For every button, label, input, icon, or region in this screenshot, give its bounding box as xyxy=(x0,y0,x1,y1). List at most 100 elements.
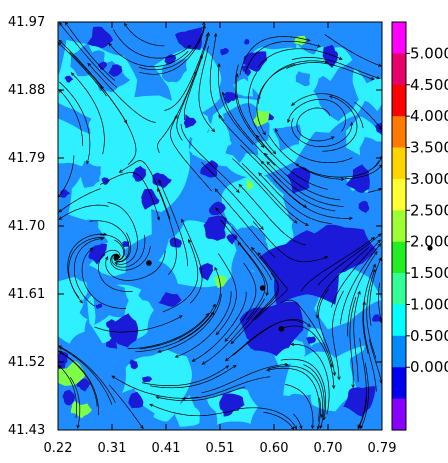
streamline xyxy=(58,345,116,403)
streamline xyxy=(280,299,333,368)
x-tick-label: 0.79 xyxy=(368,441,397,456)
streamline-arrowhead xyxy=(174,114,178,119)
streamline-arrowhead xyxy=(274,128,279,133)
streamline xyxy=(202,298,265,365)
streamline xyxy=(89,220,130,262)
colorbar-label: 1.500 xyxy=(410,264,448,282)
field-patch xyxy=(79,160,102,188)
colorbar-segment xyxy=(392,398,406,431)
streamline-arrowhead xyxy=(124,22,128,27)
streamline xyxy=(322,95,358,152)
streamline xyxy=(108,384,144,429)
streamline xyxy=(156,386,246,402)
streamline xyxy=(363,301,377,392)
colorbar-segment xyxy=(392,273,406,306)
dark-speck xyxy=(208,201,226,216)
streamline-arrowhead xyxy=(205,33,209,37)
streamline xyxy=(58,351,98,407)
dark-speck xyxy=(105,336,118,349)
field-patch xyxy=(138,283,161,303)
dark-speck xyxy=(122,241,130,248)
colorbar-label: 0.500 xyxy=(410,327,448,345)
streamline-arrowhead xyxy=(377,239,381,244)
streamline-arrowhead xyxy=(331,385,336,390)
streamline-arrowhead xyxy=(260,226,264,231)
streamline xyxy=(369,339,382,384)
x-tick-label: 0.31 xyxy=(98,441,127,456)
streamline xyxy=(360,362,369,429)
streamline xyxy=(239,144,307,208)
cyan-region xyxy=(68,164,152,255)
streamline xyxy=(218,115,282,182)
streamline-arrowhead xyxy=(191,358,196,362)
streamline-arrowhead xyxy=(370,77,375,81)
streamline-arrowhead xyxy=(260,144,265,149)
colorbar-segment xyxy=(392,367,406,400)
streamline-arrowhead xyxy=(235,189,240,193)
streamline xyxy=(105,250,166,281)
streamline xyxy=(70,377,81,429)
streamline xyxy=(258,172,332,224)
colorbar-label: 2.000 xyxy=(410,233,448,251)
station-dot xyxy=(146,260,152,266)
streamline xyxy=(266,161,344,207)
streamline-arrowhead xyxy=(211,128,216,133)
colorbar-segment xyxy=(392,147,406,180)
streamline-arrowhead xyxy=(238,183,243,188)
streamline-arrowhead xyxy=(290,102,295,106)
x-tick-label: 0.51 xyxy=(206,441,235,456)
field-patch xyxy=(259,209,294,250)
station-dot xyxy=(278,326,285,332)
station-dot xyxy=(259,285,266,291)
field-patch xyxy=(128,116,175,169)
dark-speck xyxy=(220,47,230,56)
streamline-arrowhead xyxy=(103,232,108,236)
dark-region xyxy=(346,164,370,193)
colorbar-segment xyxy=(392,53,406,86)
streamline xyxy=(201,162,264,230)
streamline xyxy=(225,319,304,361)
streamline xyxy=(58,188,101,213)
colorbar-label: 0.000 xyxy=(410,358,448,376)
streamline-arrowhead xyxy=(212,303,216,308)
streamline xyxy=(59,347,113,405)
streamline xyxy=(179,267,221,341)
streamline-arrowhead xyxy=(340,177,345,181)
streamline xyxy=(58,42,107,97)
streamline-arrowhead xyxy=(225,365,230,369)
dark-speck xyxy=(323,244,334,258)
streamline-arrowhead xyxy=(266,368,271,372)
colorbar-label: 3.000 xyxy=(410,170,448,188)
streamline xyxy=(296,107,335,142)
x-axis: 0.22 0.31 0.41 0.51 0.60 0.70 0.79 xyxy=(44,22,397,456)
streamline xyxy=(59,81,91,164)
streamline-arrowhead xyxy=(174,354,179,358)
streamline xyxy=(58,89,84,146)
dark-speck xyxy=(183,114,197,129)
streamline-arrowhead xyxy=(299,425,303,430)
dark-speck xyxy=(374,122,382,135)
streamline-arrowhead xyxy=(257,252,262,256)
streamline xyxy=(158,179,188,267)
dark-speck xyxy=(129,359,138,370)
dark-region xyxy=(141,188,160,210)
y-tick-label: 41.79 xyxy=(8,151,45,166)
streamline xyxy=(73,238,104,307)
field-patch xyxy=(161,58,187,83)
streamline-arrowhead xyxy=(58,209,63,213)
streamline xyxy=(340,243,381,325)
y-tick-label: 41.61 xyxy=(8,287,45,302)
streamline xyxy=(232,158,298,224)
streamline-arrowhead xyxy=(224,338,229,342)
streamline-arrowhead xyxy=(232,364,237,369)
streamline-arrowhead xyxy=(86,160,90,165)
streamline-arrowhead xyxy=(202,24,206,29)
streamline xyxy=(256,63,296,135)
streamline-arrowhead xyxy=(315,314,319,319)
streamline-arrowhead xyxy=(332,372,337,377)
streamline-arrowhead xyxy=(262,131,266,136)
streamline-arrowhead xyxy=(293,425,298,430)
green-region xyxy=(246,179,254,191)
streamline xyxy=(237,242,266,321)
dark-speck xyxy=(310,284,318,294)
